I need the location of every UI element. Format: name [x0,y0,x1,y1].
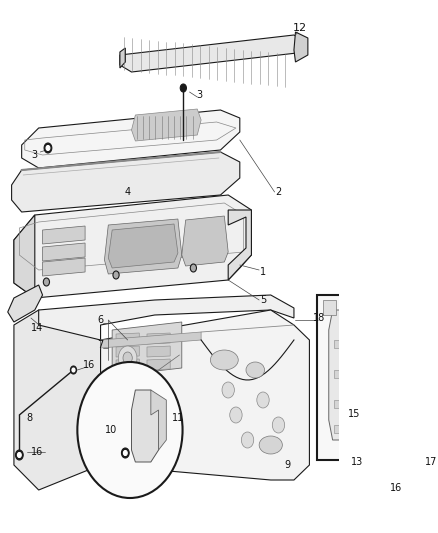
Polygon shape [42,243,85,261]
Circle shape [272,417,285,433]
Polygon shape [131,390,159,462]
Polygon shape [8,285,42,322]
Text: 10: 10 [105,425,117,435]
Circle shape [241,432,254,448]
Circle shape [72,368,75,372]
Text: 18: 18 [313,313,325,323]
Polygon shape [14,195,251,298]
Polygon shape [116,333,139,344]
Polygon shape [14,215,35,298]
Polygon shape [104,219,182,274]
Polygon shape [11,152,240,212]
Polygon shape [334,340,357,348]
Polygon shape [334,370,357,378]
Circle shape [222,382,234,398]
Circle shape [121,448,129,458]
Polygon shape [340,298,357,312]
Circle shape [343,390,350,400]
Text: 3: 3 [32,150,38,160]
Text: 12: 12 [293,23,307,33]
Circle shape [118,346,137,370]
Polygon shape [329,310,364,440]
Text: 11: 11 [172,413,184,423]
Polygon shape [294,32,308,62]
Ellipse shape [246,362,265,378]
Circle shape [123,352,132,364]
Polygon shape [42,258,85,276]
Circle shape [118,368,137,392]
Circle shape [257,392,269,408]
Text: 9: 9 [285,460,291,470]
Polygon shape [395,340,429,455]
Circle shape [113,271,119,279]
Circle shape [230,407,242,423]
Polygon shape [120,48,125,68]
Text: 8: 8 [26,413,32,423]
Polygon shape [14,310,101,490]
Text: 16: 16 [83,360,95,370]
Polygon shape [120,35,306,72]
Text: 7: 7 [97,340,104,350]
Polygon shape [323,300,336,315]
Polygon shape [108,224,178,268]
Text: 1: 1 [260,267,266,277]
Polygon shape [39,295,294,340]
Text: 6: 6 [98,315,104,325]
Ellipse shape [210,350,238,370]
Circle shape [71,366,77,374]
Text: 17: 17 [425,457,438,467]
Polygon shape [116,346,139,357]
Text: 4: 4 [124,187,131,197]
Polygon shape [147,359,170,370]
Circle shape [123,396,132,408]
Ellipse shape [259,436,283,454]
Polygon shape [147,333,170,344]
Circle shape [357,482,365,492]
Circle shape [78,362,183,498]
Polygon shape [112,322,182,376]
Text: 3: 3 [197,90,203,100]
Text: 2: 2 [276,187,282,197]
Circle shape [15,450,23,460]
Text: 14: 14 [31,323,43,333]
Polygon shape [348,415,391,485]
Circle shape [359,484,363,489]
Polygon shape [21,110,240,168]
Polygon shape [228,210,251,280]
Text: 5: 5 [260,295,266,305]
Circle shape [190,264,197,272]
Circle shape [123,374,132,386]
Text: 13: 13 [351,457,364,467]
Circle shape [46,146,50,150]
Polygon shape [182,216,228,266]
Polygon shape [151,390,166,450]
Polygon shape [147,346,170,357]
Polygon shape [334,425,357,433]
Polygon shape [395,340,401,455]
Circle shape [43,278,49,286]
Polygon shape [131,109,201,141]
Text: 16: 16 [390,483,402,493]
Polygon shape [317,295,395,460]
Text: 15: 15 [348,409,360,419]
Circle shape [118,390,137,414]
Circle shape [18,453,21,457]
Polygon shape [334,400,357,408]
Text: 16: 16 [31,447,43,457]
Polygon shape [116,359,139,370]
Circle shape [180,84,187,92]
Polygon shape [42,226,85,244]
Circle shape [124,450,127,456]
Polygon shape [101,332,201,348]
Polygon shape [101,310,309,480]
Circle shape [44,143,52,153]
